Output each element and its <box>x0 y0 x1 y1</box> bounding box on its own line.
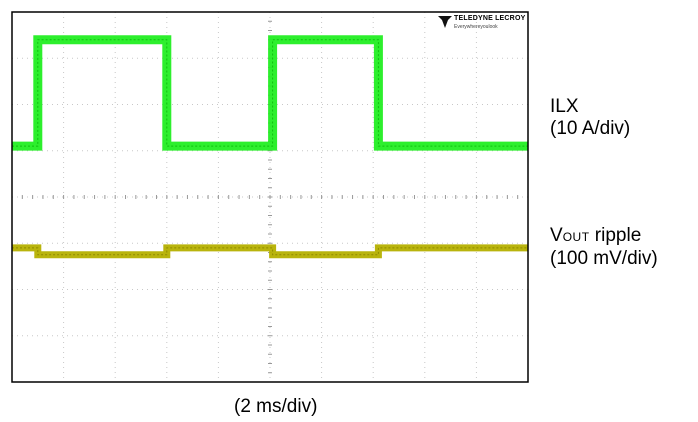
brand-logo: TELEDYNE LECROY Everywhereyoulook <box>438 14 528 36</box>
graticule <box>11 11 529 383</box>
vout-main: V <box>550 225 563 246</box>
trace-ripple-vout <box>12 247 528 256</box>
brand-tagline: Everywhereyoulook <box>454 24 498 30</box>
vout-channel-label: VOUT ripple (100 mV/div) <box>550 225 658 270</box>
trace-ripple-ilx <box>12 39 528 147</box>
ilx-channel-label: ILX (10 A/div) <box>550 96 630 140</box>
oscilloscope-screen <box>11 11 529 383</box>
vout-sub: OUT <box>562 230 590 244</box>
brand-mark-icon <box>438 16 452 28</box>
vout-rest: ripple <box>589 225 642 246</box>
screen-frame <box>11 11 529 383</box>
vout-name: VOUT ripple <box>550 225 658 248</box>
traces <box>12 35 528 259</box>
ilx-name: ILX <box>550 96 579 117</box>
time-scale-label: (2 ms/div) <box>234 396 318 417</box>
vout-scale: (100 mV/div) <box>550 248 658 269</box>
brand-name: TELEDYNE LECROY <box>454 15 526 22</box>
ilx-scale: (10 A/div) <box>550 118 631 139</box>
